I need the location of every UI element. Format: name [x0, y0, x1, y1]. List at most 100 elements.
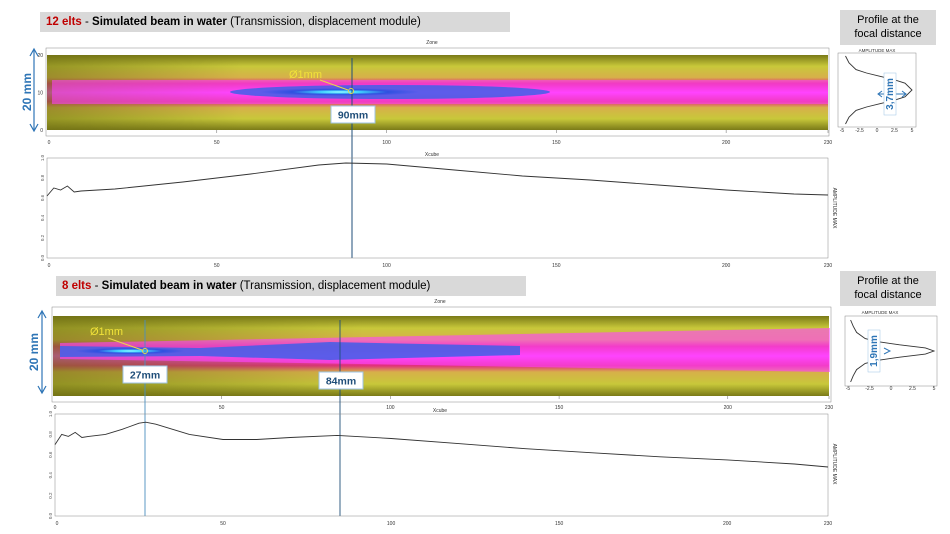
bottom-focus-label-1: 27mm [130, 370, 160, 382]
line-bottom-frame [54, 413, 829, 517]
top-caption-sep: - [81, 16, 93, 28]
top-caption-count: 12 elts [46, 16, 82, 28]
line-top-y-axis: 0.0 0.2 0.4 0.6 0.8 1.0 [40, 154, 45, 261]
x-tick-label: 200 [722, 140, 731, 146]
top-diam-pointer [319, 79, 349, 91]
bottom-focus-label-box-1 [122, 365, 168, 384]
x-tick-label: 2.5 [909, 386, 916, 392]
line-bottom-x-axis: 0 50 100 150 200 230 [56, 521, 833, 527]
heatmap-bottom: Zone 50 100 150 200 230 0 [51, 299, 833, 411]
bottom-height-arrow-up [37, 309, 47, 319]
top-focus-label-box [330, 105, 376, 124]
profile-top-x-axis: -5 -2.5 0 2.5 5 [840, 128, 914, 134]
y-tick-label: 20 [37, 53, 43, 59]
x-tick-label: 50 [220, 521, 226, 527]
y-tick-label: 0.4 [40, 214, 45, 221]
line-top-x-axis: 0 50 100 150 200 230 [48, 263, 833, 269]
line-bottom-y-axis: 0.0 0.2 0.4 0.6 0.8 1.0 [48, 410, 53, 519]
x-tick-label: 5 [933, 386, 936, 392]
top-height-label: 20 mm [20, 73, 34, 111]
line-top-series [46, 162, 829, 197]
heatmap-top-y-axis: 0 10 20 [37, 53, 43, 134]
x-tick-label: 150 [552, 140, 561, 146]
x-tick-label: 200 [722, 263, 731, 269]
x-tick-label: 0 [890, 386, 893, 392]
y-tick-label: 0.8 [40, 174, 45, 181]
heatmap-top-x-axis: 50 100 150 200 230 0 [48, 130, 833, 146]
bottom-caption: 8 elts - Simulated beam in water (Transm… [56, 276, 526, 296]
profile-bottom-frame [844, 315, 938, 387]
bottom-caption-sep: - [91, 280, 102, 292]
x-tick-label: 200 [724, 405, 733, 411]
top-caption-rest: (Transmission, displacement module) [226, 16, 421, 28]
y-tick-label: 0.0 [48, 512, 53, 519]
bottom-caption-count: 8 elts [62, 280, 92, 292]
bottom-profile-caption: Profile at the focal distance [840, 271, 936, 306]
line-bottom: Xcube AMPLITUDE MAX 0.0 0.2 0.4 0.6 0.8 1.0 0… [48, 408, 837, 527]
top-diam-marker [348, 88, 354, 94]
profile-top-width-arrows [877, 90, 907, 98]
x-tick-label: 0 [56, 521, 59, 527]
bottom-caption-rest: (Transmission, displacement module) [236, 280, 431, 292]
heatmap-bottom-beam-blue [60, 342, 520, 360]
bottom-annotations: Ø1mm 27mm 84mm [90, 320, 364, 516]
bottom-diam-label: Ø1mm [90, 326, 123, 338]
y-tick-label: 0.2 [40, 234, 45, 241]
top-height-dimension: 20 mm [20, 47, 39, 133]
heatmap-top-beam-core [260, 88, 420, 96]
y-tick-label: 1.0 [48, 410, 53, 417]
bottom-height-label: 20 mm [27, 333, 41, 371]
x-tick-label: -5 [846, 386, 851, 392]
x-tick-label: 200 [723, 521, 732, 527]
profile-bottom: AMPLITUDE MAX -5 -2.5 0 2.5 5 1,9mm [844, 310, 938, 392]
heatmap-bottom-beam-core [75, 347, 185, 355]
line-top-frame [46, 157, 829, 259]
bottom-focus-label-box-2 [318, 371, 364, 390]
top-diam-label: Ø1mm [289, 69, 322, 81]
top-height-arrow-down [29, 123, 39, 133]
line-top: Xcube AMPLITUDE MAX 0.0 0.2 0.4 0.6 0.8 1.0 0… [40, 152, 837, 269]
x-tick-label: 230 [824, 140, 833, 146]
profile-top: AMPLITUDE MAX -5 -2.5 0 2.5 5 3,7mm [837, 48, 917, 134]
y-tick-label: 1.0 [40, 154, 45, 161]
profile-bottom-x-axis: -5 -2.5 0 2.5 5 [846, 386, 936, 392]
x-tick-label: 230 [824, 263, 833, 269]
x-tick-label: 100 [386, 405, 395, 411]
bottom-height-arrow-down [37, 385, 47, 395]
line-top-ylabel: AMPLITUDE MAX [831, 188, 837, 230]
heatmap-bottom-x-axis: 50 100 150 200 230 0 [54, 396, 833, 411]
profile-top-series [845, 55, 913, 125]
bottom-diam-pointer [107, 337, 143, 351]
line-top-title: Xcube [425, 152, 439, 158]
x-tick-label: 0 [48, 140, 51, 146]
line-bottom-ylabel: AMPLITUDE MAX [831, 444, 837, 486]
bottom-height-dimension: 20 mm [27, 309, 47, 395]
top-caption: 12 elts - Simulated beam in water (Trans… [40, 12, 510, 32]
profile-top-width-box [883, 72, 897, 116]
bottom-focus-label-2: 84mm [326, 376, 356, 388]
heatmap-bottom-title: Zone [434, 299, 446, 305]
x-tick-label: 150 [555, 405, 564, 411]
y-tick-label: 0.6 [48, 451, 53, 458]
heatmap-top: Zone 0 10 20 50 100 150 200 230 0 [37, 40, 832, 146]
heatmap-top-title: Zone [426, 40, 438, 46]
bottom-diam-marker [142, 348, 148, 354]
x-tick-label: 50 [214, 140, 220, 146]
y-tick-label: 0.8 [48, 431, 53, 438]
top-caption-bold: Simulated beam in water [92, 16, 227, 28]
bottom-caption-bold: Simulated beam in water [101, 280, 237, 292]
x-tick-label: 5 [911, 128, 914, 134]
profile-bottom-series [850, 319, 936, 383]
top-height-arrow-up [29, 47, 39, 57]
x-tick-label: 150 [555, 521, 564, 527]
x-tick-label: 230 [824, 521, 833, 527]
x-tick-label: 100 [387, 521, 396, 527]
x-tick-label: -2.5 [855, 128, 864, 134]
top-focus-label: 90mm [338, 110, 368, 122]
x-tick-label: 50 [214, 263, 220, 269]
profile-bottom-width-label: 1,9mm [869, 335, 880, 367]
heatmap-top-frame [45, 47, 830, 137]
top-annotations: Ø1mm 90mm [289, 58, 376, 258]
top-profile-caption: Profile at the focal distance [840, 10, 936, 45]
